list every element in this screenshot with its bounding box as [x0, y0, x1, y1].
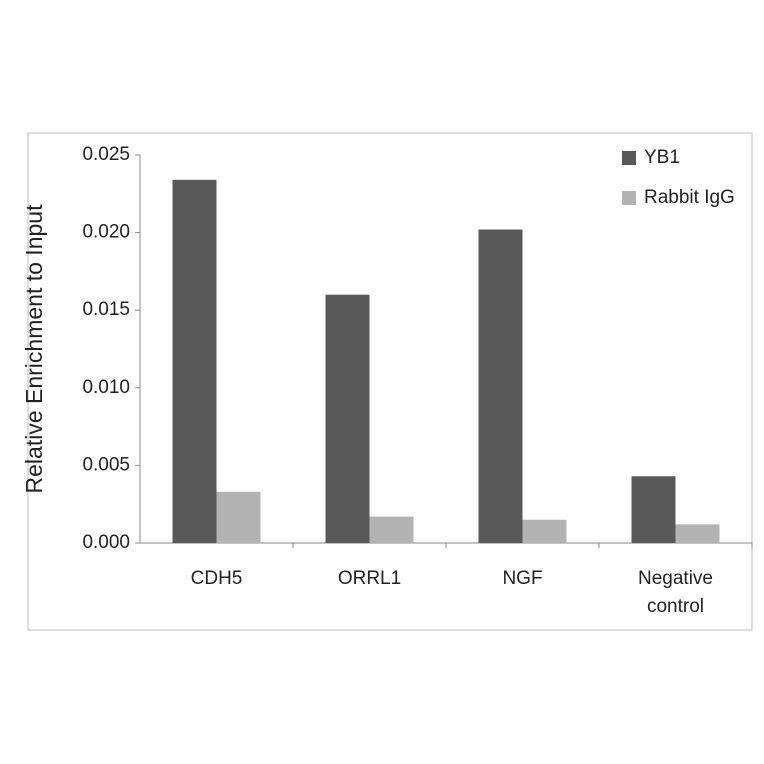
y-tick-label: 0.020: [82, 222, 130, 243]
legend-swatch: [622, 151, 636, 165]
bar: [369, 516, 414, 543]
chart-border: [27, 132, 753, 631]
bar: [478, 229, 523, 543]
y-tick-label: 0.025: [82, 144, 130, 165]
y-axis-label: Relative Enrichment to Input: [21, 204, 47, 494]
legend-label: Rabbit IgG: [644, 187, 735, 208]
y-tick-label: 0.010: [82, 377, 130, 398]
y-tick-label: 0.000: [82, 532, 130, 553]
x-tick-label: ORRL1: [337, 568, 402, 589]
bar: [675, 524, 720, 543]
x-tick-label: CDH5: [190, 568, 243, 589]
x-tick-label: NGF: [502, 568, 543, 589]
bar: [631, 476, 676, 543]
y-tick-label: 0.005: [82, 454, 130, 475]
bar: [522, 519, 567, 543]
x-tick-label: Negative control: [638, 568, 713, 617]
bar: [172, 179, 217, 543]
bar: [216, 491, 261, 543]
legend-label: YB1: [644, 147, 680, 168]
bar: [325, 294, 370, 543]
legend-swatch: [622, 191, 636, 205]
y-tick-label: 0.015: [82, 299, 130, 320]
